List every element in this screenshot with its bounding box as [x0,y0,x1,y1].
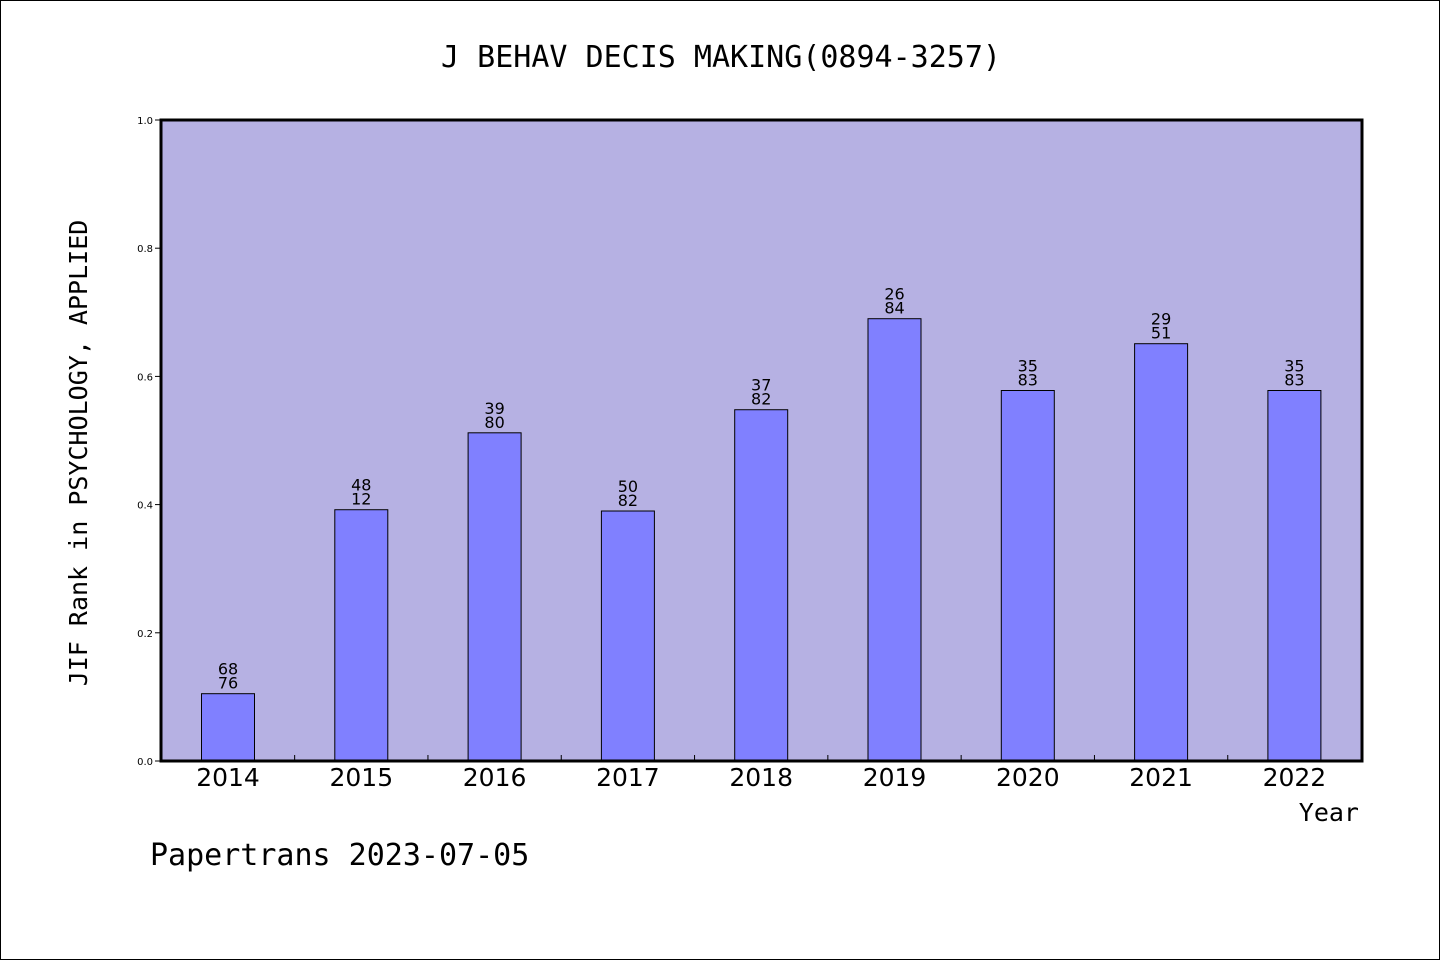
bar-label-rank-2021: 29 [1151,310,1171,329]
y-tick-label: 0.0 [137,757,153,768]
bar-2014 [201,693,255,762]
bar-2020 [1000,390,1055,762]
bar-2021 [1134,343,1189,762]
bar-2016 [467,432,522,762]
x-axis-label: Year [1299,798,1359,827]
y-tick-label: 0.2 [137,629,153,640]
bar-2017 [600,510,655,762]
bar-label-rank-2019: 26 [884,285,904,304]
y-tick-label: 0.6 [137,372,153,383]
bar-2015 [334,509,389,762]
y-axis-label: JIF Rank in PSYCHOLOGY, APPLIED [64,220,93,687]
bar-2022 [1267,390,1322,762]
bar-label-rank-2016: 39 [484,399,504,418]
plot-border [159,118,1364,763]
bar-label-total-2018: 82 [751,390,771,409]
bars-group [201,318,1322,762]
x-tick-label-2014: 2014 [196,763,260,792]
x-tick-label-2021: 2021 [1129,763,1193,792]
x-tick-label-2019: 2019 [863,763,927,792]
chart-title: J BEHAV DECIS MAKING(0894-3257) [441,40,1001,75]
x-tick-label-2020: 2020 [996,763,1060,792]
x-tick-label-2018: 2018 [729,763,793,792]
x-tick-label-2017: 2017 [596,763,660,792]
axis-ticks-group: 2014 2015 2016 2017 2018 2019 2020 2021 2022 0.0 0… [137,116,1326,792]
bar-label-rank-2022: 35 [1284,357,1304,376]
bar-label-total-2015: 12 [351,490,371,509]
bar-label-total-2014: 76 [218,674,238,693]
bar-2019 [867,318,922,762]
bar-label-total-2021: 51 [1151,324,1171,343]
bar-label-total-2017: 82 [618,491,638,510]
y-tick-label: 1.0 [137,116,153,127]
x-tick-label-2015: 2015 [329,763,393,792]
y-tick-label: 0.8 [137,244,153,255]
bar-label-rank-2017: 50 [618,477,638,496]
bar-label-total-2022: 83 [1284,371,1304,390]
footer-text: Papertrans 2023-07-05 [150,838,529,873]
bar-label-rank-2020: 35 [1018,357,1038,376]
y-tick-label: 0.4 [137,501,153,512]
bar-2018 [734,409,789,762]
x-tick-label-2022: 2022 [1263,763,1327,792]
bar-label-total-2020: 83 [1018,371,1038,390]
bar-label-rank-2018: 37 [751,376,771,395]
bar-label-rank-2015: 48 [351,476,371,495]
bar-label-rank-2014: 68 [218,660,238,679]
x-tick-label-2016: 2016 [463,763,527,792]
bar-label-total-2019: 84 [884,299,904,318]
bar-label-total-2016: 80 [484,413,504,432]
